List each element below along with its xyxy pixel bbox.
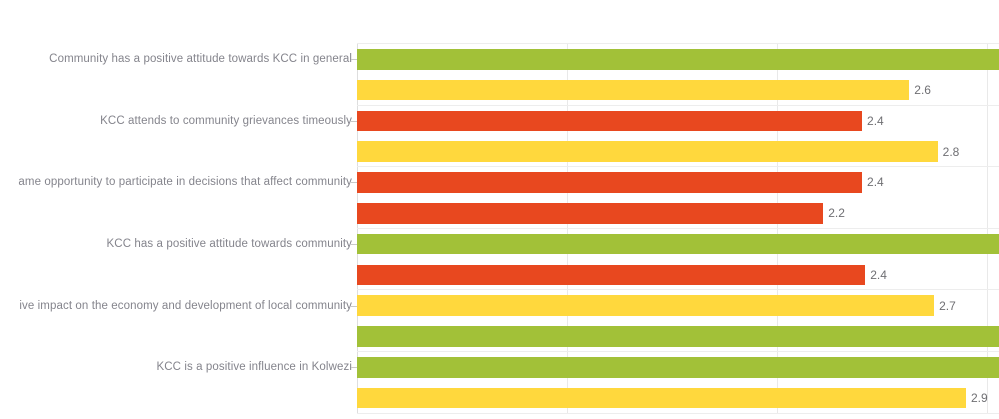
category-label: KCC is a positive influence in Kolwezi [156, 361, 352, 374]
bar-yellow: 2.9 [357, 387, 988, 409]
category-separator-line [357, 227, 999, 229]
axis-tick [351, 120, 357, 122]
bar-yellow: 2.7 [357, 295, 956, 316]
bar-green [357, 357, 999, 378]
bar-value-label: 2.4 [867, 113, 884, 128]
category-separator-line [357, 43, 999, 44]
category-label: Community has a positive attitude toward… [49, 53, 352, 66]
category-separator-line [357, 166, 999, 168]
bar-red: 2.2 [357, 203, 845, 224]
axis-tick [351, 305, 357, 307]
category-separator-line [357, 351, 999, 352]
bar-value-label: 2.7 [939, 298, 956, 313]
category-label: ame opportunity to participate in decisi… [18, 176, 352, 189]
bar-red: 2.4 [357, 264, 887, 286]
category-label: ive impact on the economy and developmen… [19, 299, 352, 312]
bar-yellow: 2.6 [357, 79, 931, 101]
bar-yellow: 2.8 [357, 141, 959, 162]
axis-tick [351, 244, 357, 246]
bar-value-label: 2.9 [971, 391, 988, 406]
axis-tick [351, 182, 357, 184]
axis-tick [351, 367, 357, 369]
axis-tick [351, 59, 357, 61]
bar-red: 2.4 [357, 172, 884, 193]
bar-value-label: 2.4 [870, 267, 887, 282]
bar-value-label: 2.2 [828, 206, 845, 221]
bar-value-label: 2.4 [867, 175, 884, 190]
category-separator-line [357, 289, 999, 291]
bar-green [357, 49, 999, 70]
bar-red: 2.4 [357, 110, 884, 132]
category-label: KCC has a positive attitude towards comm… [106, 238, 352, 251]
category-separator-line [357, 412, 999, 414]
category-label: KCC attends to community grievances time… [100, 114, 352, 127]
bar-value-label: 2.8 [942, 144, 960, 159]
bar-value-label: 2.6 [914, 83, 931, 98]
bar-green [357, 233, 999, 255]
bar-green [357, 326, 999, 347]
category-separator-line [357, 104, 999, 106]
